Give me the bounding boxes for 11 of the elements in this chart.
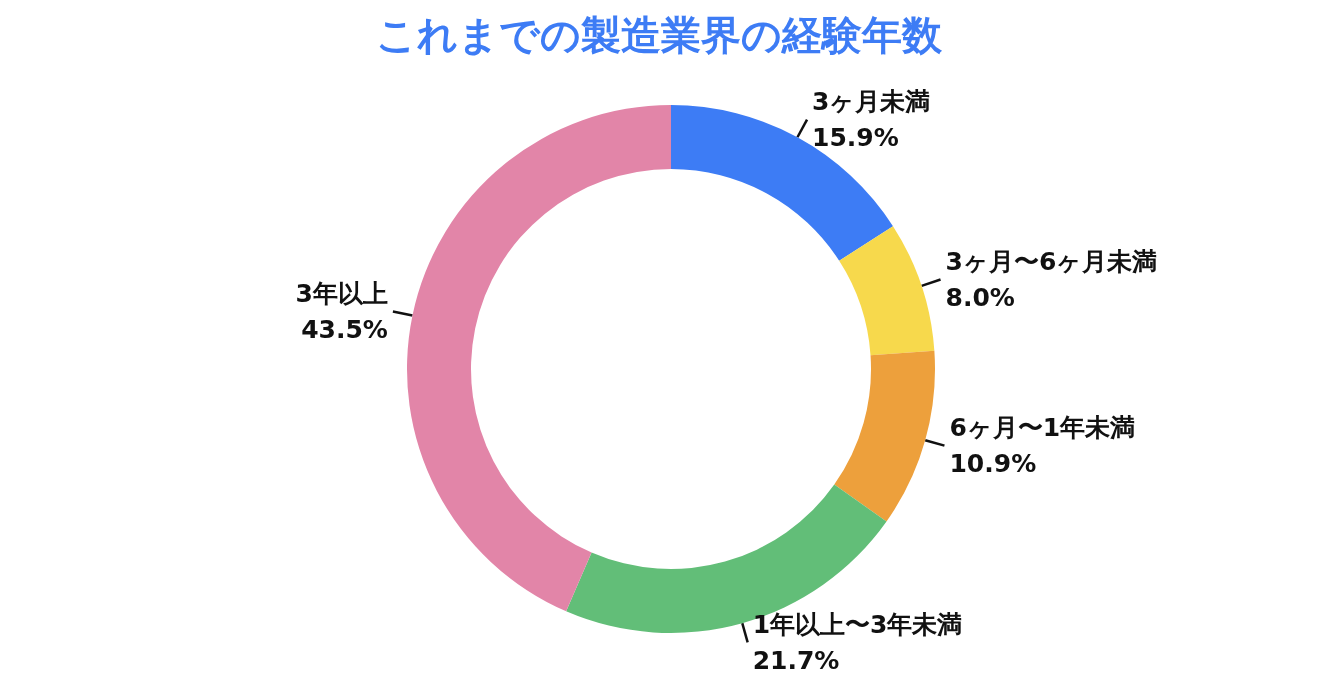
slice-label: 3ヶ月未満 (812, 87, 931, 117)
data-label: 10.9% (949, 449, 1037, 479)
slice-label: 6ヶ月〜1年未満 (949, 413, 1136, 443)
slice-label: 3年以上 (295, 278, 388, 308)
data-label: 15.9% (812, 123, 899, 153)
data-label: 21.7% (752, 645, 840, 675)
slice-label: 1年以上〜3年未満 (752, 609, 963, 639)
slice-label: 3ヶ月〜6ヶ月未満 (945, 247, 1158, 277)
chart-title: これまでの製造業界の経験年数 (376, 12, 943, 58)
data-label: 8.0% (945, 283, 1015, 313)
data-label: 43.5% (301, 314, 388, 344)
